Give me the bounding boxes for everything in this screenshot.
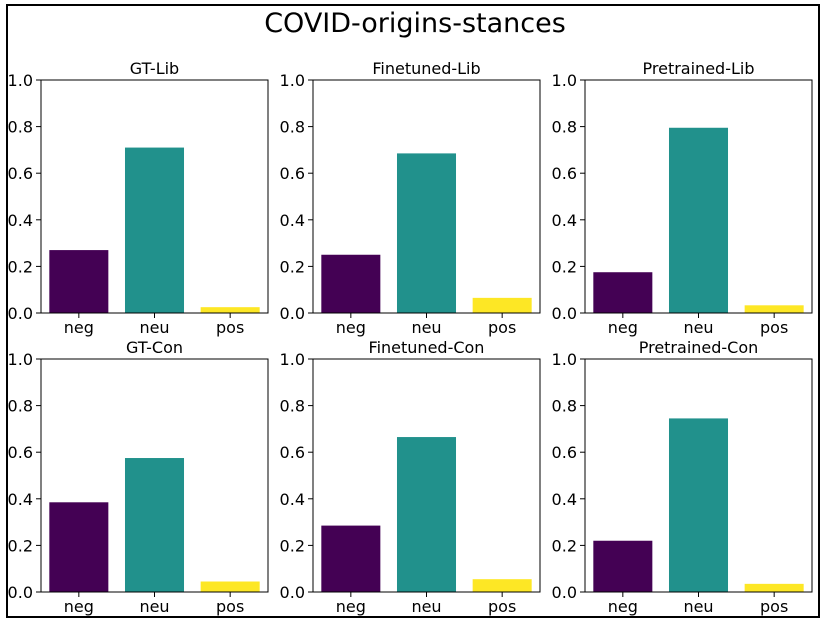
bar-pos [744,305,804,313]
subplot-title: Pretrained-Con [639,338,759,357]
y-tick-label: 0.0 [280,304,305,323]
y-tick-label: 0.2 [280,536,305,555]
figure-frame [6,4,820,618]
x-tick-label-pos: pos [216,597,244,616]
subplot-title: Finetuned-Lib [372,59,480,78]
subplot-pretrained-con: Pretrained-Con 0.0 0.2 0.4 0.6 0.8 1.0 neg neu po… [552,338,813,616]
y-tick-label: 0.8 [8,118,33,137]
y-tick-label: 0.2 [552,257,577,276]
subplot-finetuned-lib: Finetuned-Lib 0.0 0.2 0.4 0.6 0.8 1.0 neg neu pos [280,59,541,337]
bar-neu [396,153,457,313]
x-tick-label-neg: neg [64,597,94,616]
bar-neu [668,418,729,592]
axes-frame [312,358,541,593]
subplot-title: Pretrained-Lib [643,59,755,78]
subplot-title: GT-Lib [130,59,179,78]
bar-pos [472,579,532,592]
bar-neg [593,540,653,592]
y-tick-label: 0.4 [280,490,305,509]
x-tick-label-neg: neg [336,318,366,337]
bar-neg [593,272,653,313]
y-tick-label: 0.6 [8,443,33,462]
bar-neg [321,254,381,313]
y-tick-label: 0.8 [280,118,305,137]
y-tick-label: 0.8 [552,397,577,416]
subplot-title: Finetuned-Con [369,338,485,357]
y-tick-label: 1.0 [552,350,577,369]
y-tick-label: 0.4 [552,490,577,509]
y-tick-label: 0.6 [280,164,305,183]
y-tick-label: 1.0 [8,71,33,90]
y-tick-label: 1.0 [280,71,305,90]
y-tick-label: 0.0 [8,304,33,323]
y-tick-label: 0.4 [8,490,33,509]
axes-frame [584,358,813,593]
axes-frame [312,79,541,314]
y-tick-label: 0.0 [552,583,577,602]
x-tick-label-neu: neu [411,597,441,616]
x-tick-label-neg: neg [336,597,366,616]
x-tick-label-neg: neg [608,597,638,616]
x-tick-label-pos: pos [488,597,516,616]
x-tick-label-pos: pos [488,318,516,337]
y-tick-label: 0.0 [280,583,305,602]
x-tick-label-neu: neu [139,318,169,337]
figure-title: COVID-origins-stances [264,8,566,39]
y-tick-label: 0.6 [8,164,33,183]
subplot-gt-con: GT-Con 0.0 0.2 0.4 0.6 0.8 1.0 neg neu pos [8,338,269,616]
subplot-pretrained-lib: Pretrained-Lib 0.0 0.2 0.4 0.6 0.8 1.0 neg neu po… [552,59,813,337]
y-tick-label: 0.2 [552,536,577,555]
x-tick-label-neg: neg [608,318,638,337]
x-tick-label-pos: pos [216,318,244,337]
bar-neu [124,458,185,592]
y-tick-label: 0.2 [8,536,33,555]
subplot-finetuned-con: Finetuned-Con 0.0 0.2 0.4 0.6 0.8 1.0 neg neu pos [280,338,541,616]
y-tick-label: 0.4 [552,211,577,230]
axes-frame [40,79,269,314]
subplot-title: GT-Con [126,338,183,357]
bar-neu [124,147,185,313]
axes-frame [584,79,813,314]
bar-neg [321,525,381,592]
subplot-gt-lib: GT-Lib 0.0 0.2 0.4 0.6 0.8 1.0 neg neu pos [8,59,269,337]
y-tick-label: 0.6 [552,164,577,183]
y-tick-label: 0.6 [280,443,305,462]
x-tick-label-neu: neu [683,318,713,337]
y-tick-label: 0.2 [280,257,305,276]
x-tick-label-pos: pos [760,597,788,616]
bar-pos [200,581,260,592]
y-tick-label: 0.8 [280,397,305,416]
y-tick-label: 0.4 [8,211,33,230]
bar-neg [49,502,109,592]
y-tick-label: 1.0 [8,350,33,369]
y-tick-label: 0.6 [552,443,577,462]
y-tick-label: 1.0 [280,350,305,369]
bar-pos [744,583,804,592]
x-tick-label-neu: neu [411,318,441,337]
x-tick-label-neu: neu [139,597,169,616]
axes-frame [40,358,269,593]
x-tick-label-neg: neg [64,318,94,337]
y-tick-label: 0.8 [8,397,33,416]
bar-pos [472,297,532,313]
bar-neu [668,127,729,313]
y-tick-label: 0.0 [8,583,33,602]
bar-pos [200,307,260,313]
y-tick-label: 0.4 [280,211,305,230]
y-tick-label: 0.2 [8,257,33,276]
y-tick-label: 0.0 [552,304,577,323]
bar-neg [49,250,109,313]
bar-neu [396,437,457,592]
y-tick-label: 0.8 [552,118,577,137]
x-tick-label-pos: pos [760,318,788,337]
y-tick-label: 1.0 [552,71,577,90]
x-tick-label-neu: neu [683,597,713,616]
